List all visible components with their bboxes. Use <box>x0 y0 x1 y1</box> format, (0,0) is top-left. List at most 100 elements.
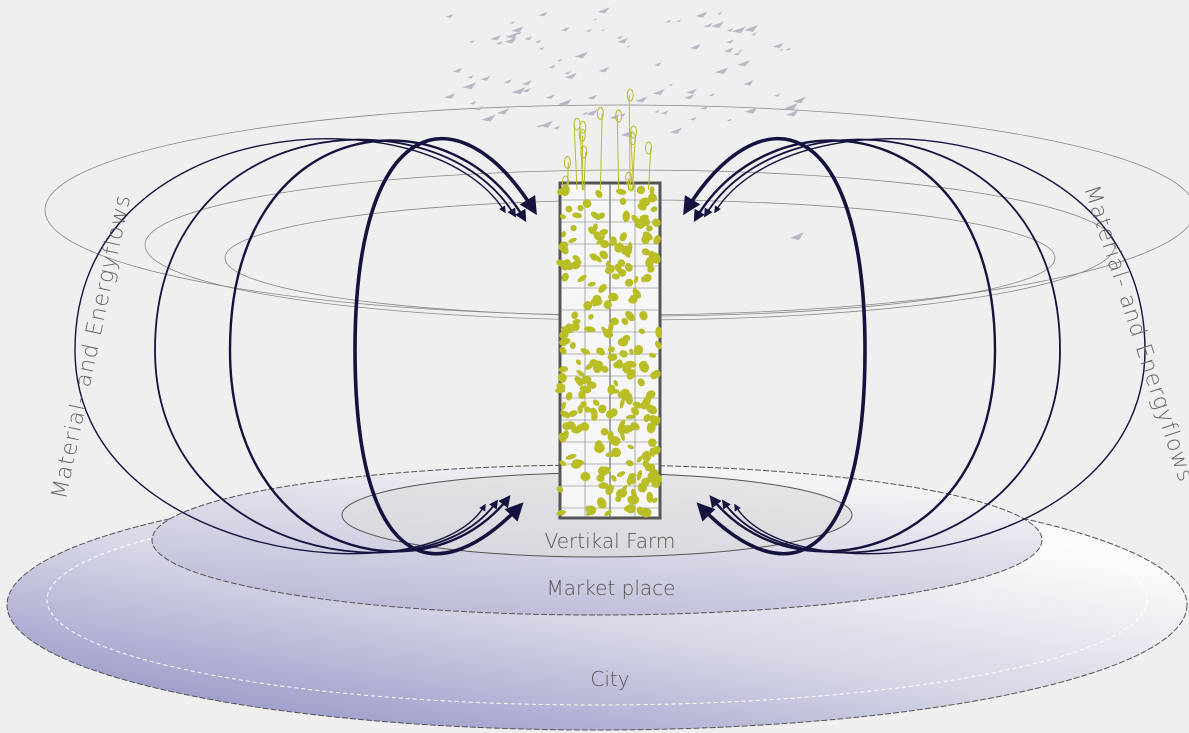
leaf <box>614 242 624 253</box>
leaf <box>631 214 639 223</box>
bird <box>783 103 799 111</box>
bird <box>585 109 598 116</box>
bird <box>534 39 542 43</box>
leaf <box>585 505 592 513</box>
bird <box>490 34 502 41</box>
leaf <box>629 132 637 146</box>
bird <box>503 79 512 84</box>
leaf <box>608 292 619 302</box>
leaf <box>594 255 602 263</box>
leaf <box>577 404 583 414</box>
stem <box>565 181 568 191</box>
leaf <box>594 444 605 453</box>
flow-loop <box>154 138 516 554</box>
leaf <box>572 459 585 466</box>
bird <box>710 21 725 28</box>
bird <box>509 20 515 24</box>
bird <box>716 12 723 15</box>
leaf <box>575 359 582 365</box>
leaf <box>605 260 611 267</box>
leaf <box>587 281 596 287</box>
leaf <box>618 419 626 430</box>
leaf <box>603 300 612 310</box>
leaf <box>580 145 588 159</box>
leaf <box>639 310 648 321</box>
bird <box>714 67 729 75</box>
bird <box>600 28 606 31</box>
bird <box>616 37 629 44</box>
leaf <box>636 185 646 195</box>
bird <box>467 75 474 79</box>
leaf <box>561 272 569 282</box>
bird <box>689 43 701 50</box>
leaf <box>649 186 655 195</box>
bird <box>504 37 518 44</box>
leaf <box>595 190 603 198</box>
bird <box>660 110 669 115</box>
bird <box>626 45 631 48</box>
leaf <box>608 438 619 447</box>
bird <box>564 72 577 79</box>
leaf <box>622 210 630 223</box>
leaf <box>611 273 620 280</box>
leaf <box>600 239 610 248</box>
bird <box>737 59 751 67</box>
bird <box>743 80 754 86</box>
bird <box>468 40 475 44</box>
bird <box>616 35 624 39</box>
bird <box>452 67 463 73</box>
bird <box>726 39 734 44</box>
bird <box>444 93 456 99</box>
bird <box>598 67 610 73</box>
stem <box>616 116 620 191</box>
zone-label: Vertikal Farm <box>545 529 676 553</box>
bird <box>581 111 588 115</box>
leaf <box>596 106 604 120</box>
leaf <box>599 229 608 236</box>
leaf <box>625 171 633 185</box>
leaf <box>577 204 584 212</box>
leaf <box>625 311 635 322</box>
leaf <box>627 444 634 450</box>
leaf <box>622 334 631 343</box>
leaf <box>607 353 618 361</box>
leaf <box>563 155 571 169</box>
leaf <box>559 346 567 355</box>
bird <box>750 32 757 36</box>
leaf <box>565 421 576 430</box>
leaf <box>580 471 591 482</box>
stem <box>566 162 569 191</box>
leaf <box>598 466 607 477</box>
leaf <box>619 197 627 206</box>
bird <box>511 87 526 95</box>
leaf <box>640 401 649 410</box>
flow-label: Material- and Energyflows <box>47 192 136 501</box>
leaf <box>597 497 607 509</box>
bird <box>597 7 610 14</box>
leaf <box>646 404 658 415</box>
leaf <box>609 236 617 247</box>
leaf <box>630 125 638 139</box>
leaf <box>574 423 584 434</box>
bird <box>703 23 713 28</box>
leaf <box>615 488 628 498</box>
stem <box>628 95 631 191</box>
bird <box>536 124 543 128</box>
tower <box>554 88 663 520</box>
leaf <box>649 352 657 358</box>
leaf <box>605 451 617 458</box>
leaf <box>559 460 567 466</box>
leaf <box>588 314 594 320</box>
leaf <box>556 510 566 516</box>
bird <box>619 112 626 117</box>
leaf <box>649 415 660 425</box>
leaf <box>593 231 602 241</box>
leaf <box>622 425 631 434</box>
leaf <box>614 263 622 273</box>
leaf <box>583 301 593 310</box>
leaf <box>598 404 607 414</box>
leaf <box>654 340 662 350</box>
leaf <box>641 248 650 256</box>
zone-label: City <box>590 667 629 691</box>
